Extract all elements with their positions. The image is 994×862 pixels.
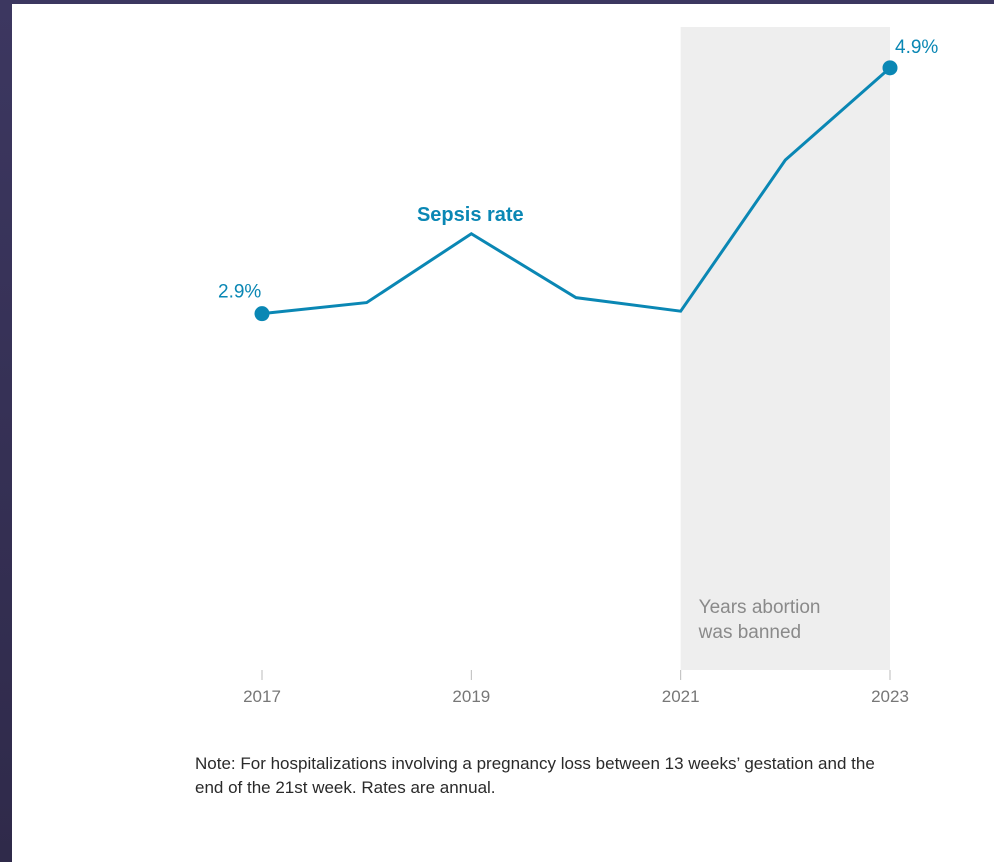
x-tick-label-2019: 2019 (452, 687, 490, 706)
x-axis-ticks: 2017 2019 2021 2023 (243, 670, 909, 706)
ban-years-shaded-region (681, 27, 890, 670)
x-tick-label-2023: 2023 (871, 687, 909, 706)
chart-note: Note: For hospitalizations involving a p… (195, 752, 895, 800)
end-value-label: 4.9% (895, 37, 938, 58)
series-label-sepsis-rate: Sepsis rate (417, 204, 524, 226)
shaded-region-label-line2: was banned (698, 622, 801, 643)
x-tick-label-2017: 2017 (243, 687, 281, 706)
line-chart: Years abortion was banned 2017 2019 2021 20… (0, 0, 994, 740)
start-point-marker (255, 306, 270, 321)
shaded-region-label-line1: Years abortion (699, 597, 821, 618)
start-value-label: 2.9% (218, 282, 261, 303)
end-point-marker (883, 60, 898, 75)
x-tick-label-2021: 2021 (662, 687, 700, 706)
